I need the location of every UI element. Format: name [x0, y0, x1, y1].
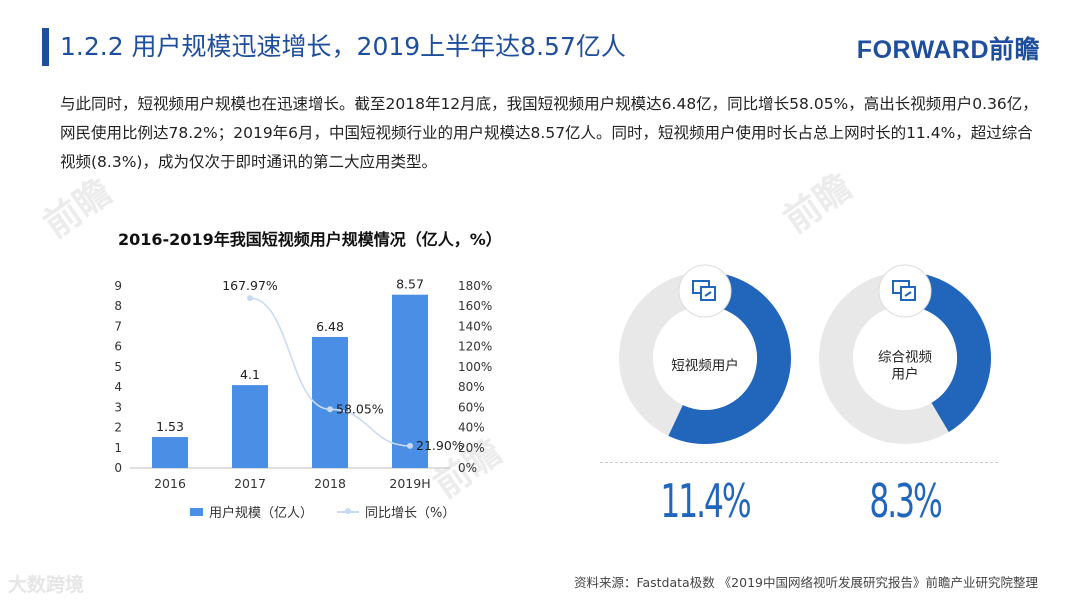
- legend-item-users: 用户规模（亿人）: [190, 502, 313, 521]
- y-right-tick-label: 60%: [458, 400, 485, 414]
- y-right-tick-label: 80%: [458, 380, 485, 394]
- legend-bar-swatch: [190, 507, 203, 516]
- growth-line: [249, 297, 411, 447]
- page-title: 1.2.2 用户规模迅速增长，2019上半年达8.57亿人: [60, 32, 626, 61]
- chart-title: 2016-2019年我国短视频用户规模情况（亿人，%）: [118, 230, 502, 249]
- donut-center-label: 用户: [892, 366, 919, 383]
- forward-logo: FORWARD前瞻: [856, 36, 1040, 64]
- line-data-label: 21.90%: [416, 438, 464, 453]
- line-data-label: 167.97%: [222, 278, 278, 293]
- y-right-tick-label: 100%: [458, 360, 492, 374]
- divider-line: [600, 462, 998, 463]
- combo-bar-line-chart: 0 1 2 3 4 5 6 7 8 9 0% 20% 40% 60% 80% 100% 120% 140% 160%…: [114, 277, 492, 491]
- y-right-tick-label: 20%: [458, 441, 485, 455]
- bar-user-scale: [392, 294, 428, 468]
- monitor-icon: [692, 280, 716, 301]
- legend-label-users: 用户规模（亿人）: [209, 506, 314, 521]
- bar-data-label: 4.1: [240, 367, 260, 382]
- growth-point: [407, 442, 413, 449]
- y-left-tick-label: 7: [114, 319, 122, 333]
- title-accent-bar: [42, 28, 49, 66]
- x-tick-label: 2016: [154, 476, 186, 491]
- y-left-tick-label: 1: [114, 441, 122, 455]
- brand-watermark: 大数跨境: [8, 574, 85, 596]
- growth-point: [247, 295, 253, 302]
- donut-center: [853, 306, 957, 410]
- bar-data-label: 8.57: [396, 277, 424, 292]
- legend-line-swatch: [337, 507, 360, 514]
- x-tick-label: 2018: [314, 476, 346, 491]
- line-data-label: 58.05%: [336, 401, 384, 416]
- bar-user-scale: [152, 437, 188, 468]
- short-video-percentage: 11.4%: [660, 474, 751, 528]
- growth-point: [327, 406, 333, 413]
- y-left-tick-label: 8: [114, 299, 122, 313]
- chart-legend: 用户规模（亿人） 同比增长（%）: [190, 502, 479, 521]
- bar-user-scale: [312, 336, 348, 468]
- y-right-tick-label: 120%: [458, 340, 492, 354]
- legend-label-growth: 同比增长（%）: [365, 506, 456, 521]
- y-left-tick-label: 4: [114, 380, 122, 394]
- general-video-percentage: 8.3%: [869, 474, 942, 528]
- y-right-tick-label: 0%: [458, 461, 477, 475]
- bar-user-scale: [232, 385, 268, 468]
- y-right-tick-label: 180%: [458, 279, 492, 293]
- y-left-tick-label: 5: [114, 360, 122, 374]
- y-right-tick-label: 140%: [458, 319, 492, 333]
- bar-data-label: 1.53: [156, 419, 184, 434]
- donut-center: [653, 306, 757, 410]
- monitor-icon: [892, 280, 916, 301]
- y-right-tick-label: 160%: [458, 299, 492, 313]
- y-left-tick-label: 2: [114, 421, 122, 435]
- legend-item-growth: 同比增长（%）: [337, 502, 455, 521]
- x-tick-label: 2019H: [389, 476, 430, 491]
- donut-center-label: 短视频用户: [671, 357, 739, 374]
- donut-center-label: 综合视频: [878, 350, 932, 366]
- bar-data-label: 6.48: [316, 319, 344, 334]
- y-left-tick-label: 3: [114, 400, 122, 414]
- x-tick-label: 2017: [234, 476, 266, 491]
- y-left-tick-label: 0: [114, 461, 122, 475]
- donut-fill: [668, 272, 791, 444]
- source-note: 资料来源：Fastdata极数 《2019中国网络视听发展研究报告》前瞻产业研究…: [573, 575, 1038, 590]
- y-right-tick-label: 40%: [458, 421, 485, 435]
- intro-paragraph: 与此同时，短视频用户规模也在迅速增长。截至2018年12月底，我国短视频用户规模…: [60, 95, 1038, 171]
- y-left-tick-label: 9: [114, 279, 122, 293]
- y-left-tick-label: 6: [114, 340, 122, 354]
